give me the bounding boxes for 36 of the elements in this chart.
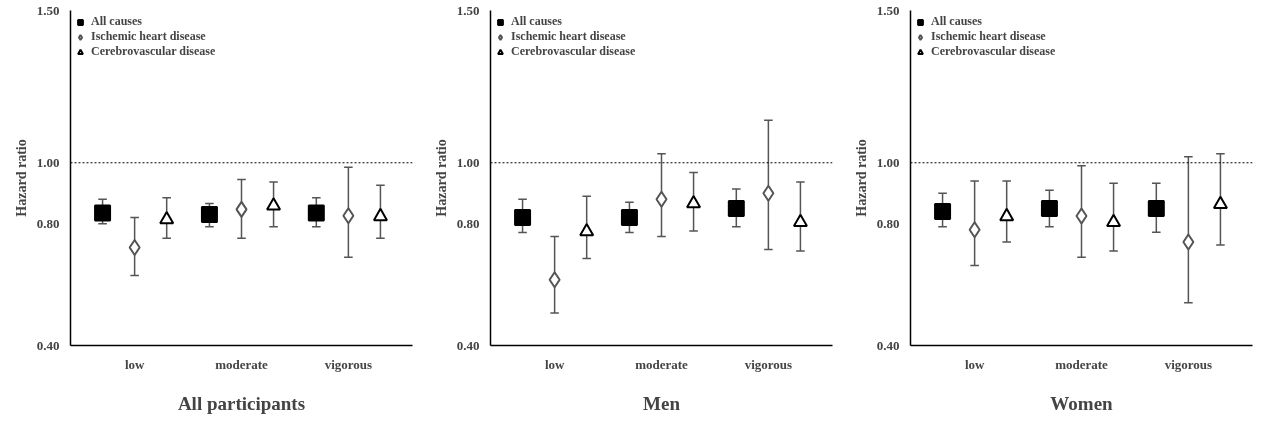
y-tick-label: 1.00 <box>456 154 480 170</box>
x-tick-label: vigorous <box>744 356 793 372</box>
legend-label: All causes <box>511 14 562 29</box>
y-tick-label: 1.00 <box>36 154 60 170</box>
x-tick-label: vigorous <box>324 356 373 372</box>
legend-label: Ischemic heart disease <box>931 29 1046 44</box>
x-tick-label: moderate <box>1055 356 1109 372</box>
legend-label: All causes <box>931 14 982 29</box>
y-axis-title: Hazard ratio <box>13 139 29 217</box>
y-tick-label: 0.80 <box>456 215 480 231</box>
x-axis-title: Men <box>643 392 681 414</box>
legend-label: Cerebrovascular disease <box>91 44 216 59</box>
y-tick-label: 0.40 <box>456 337 480 353</box>
y-tick-label: 1.00 <box>876 154 900 170</box>
x-tick-label: low <box>964 356 985 372</box>
y-tick-label: 1.50 <box>456 2 480 18</box>
x-tick-label: vigorous <box>1164 356 1213 372</box>
legend-label: All causes <box>91 14 142 29</box>
y-tick-label: 0.40 <box>876 337 900 353</box>
legend-label: Cerebrovascular disease <box>931 44 1056 59</box>
legend-label: Ischemic heart disease <box>511 29 626 44</box>
y-tick-label: 0.80 <box>36 215 60 231</box>
x-tick-label: low <box>124 356 145 372</box>
y-tick-label: 0.80 <box>876 215 900 231</box>
y-axis-title: Hazard ratio <box>853 139 869 217</box>
y-tick-label: 0.40 <box>36 337 60 353</box>
x-tick-label: moderate <box>635 356 689 372</box>
legend-label: Cerebrovascular disease <box>511 44 636 59</box>
legend-label: Ischemic heart disease <box>91 29 206 44</box>
y-tick-label: 1.50 <box>876 2 900 18</box>
x-axis-title: All participants <box>177 392 306 414</box>
x-axis-title: Women <box>1050 392 1114 414</box>
x-tick-label: moderate <box>215 356 269 372</box>
y-tick-label: 1.50 <box>36 2 60 18</box>
y-axis-title: Hazard ratio <box>433 139 449 217</box>
x-tick-label: low <box>544 356 565 372</box>
